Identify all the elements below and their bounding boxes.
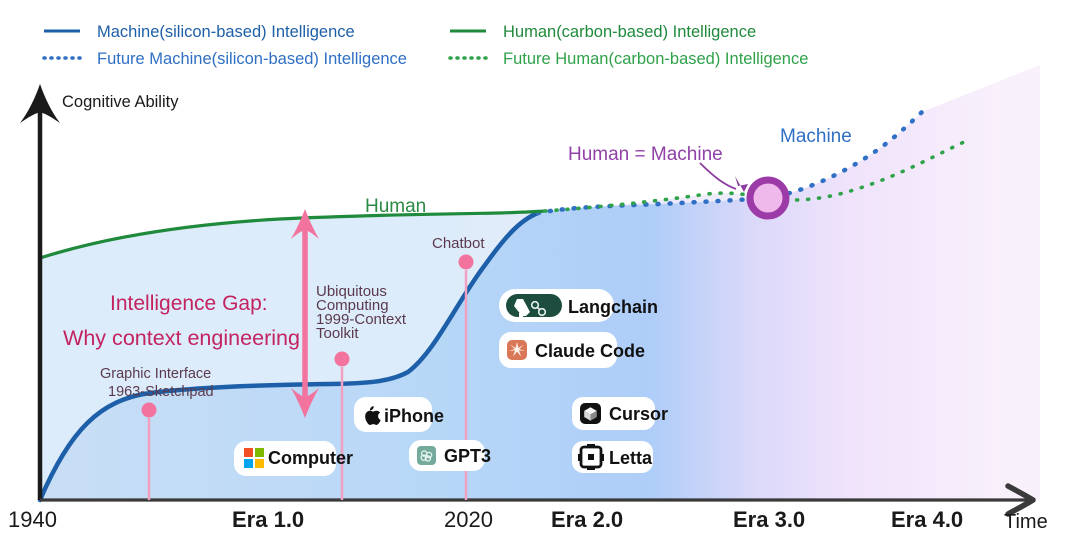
svg-text:Graphic Interface: Graphic Interface xyxy=(100,366,211,382)
svg-text:Era 2.0: Era 2.0 xyxy=(551,507,623,532)
svg-text:1940: 1940 xyxy=(8,507,57,532)
svg-text:Human = Machine: Human = Machine xyxy=(568,144,723,165)
svg-text:Computer: Computer xyxy=(268,448,353,468)
svg-text:Langchain: Langchain xyxy=(568,297,658,317)
svg-text:Machine(silicon-based) Intelli: Machine(silicon-based) Intelligence xyxy=(97,23,355,41)
svg-text:Chatbot: Chatbot xyxy=(432,235,485,252)
svg-text:Era 3.0: Era 3.0 xyxy=(733,507,805,532)
svg-text:Claude Code: Claude Code xyxy=(535,341,645,361)
svg-text:Letta: Letta xyxy=(609,448,653,468)
svg-text:Machine: Machine xyxy=(780,126,852,147)
svg-text:Intelligence Gap:: Intelligence Gap: xyxy=(110,292,268,315)
svg-text:Future Human(carbon-based) Int: Future Human(carbon-based) Intelligence xyxy=(503,50,808,68)
svg-text:Why context engineering: Why context engineering xyxy=(63,327,300,350)
svg-text:Era 4.0: Era 4.0 xyxy=(891,507,963,532)
svg-text:Era 1.0: Era 1.0 xyxy=(232,507,304,532)
svg-text:2020: 2020 xyxy=(444,507,493,532)
svg-text:Cognitive Ability: Cognitive Ability xyxy=(62,93,179,111)
svg-text:1963-Sketchpad: 1963-Sketchpad xyxy=(108,384,214,400)
svg-text:iPhone: iPhone xyxy=(384,406,444,426)
svg-text:Time: Time xyxy=(1004,511,1048,533)
svg-text:Human: Human xyxy=(365,196,426,217)
svg-text:Human(carbon-based) Intelligen: Human(carbon-based) Intelligence xyxy=(503,23,756,41)
svg-text:Future Machine(silicon-based): Future Machine(silicon-based) Intelligen… xyxy=(97,50,407,68)
svg-text:GPT3: GPT3 xyxy=(444,446,491,466)
svg-text:Cursor: Cursor xyxy=(609,404,668,424)
svg-text:Toolkit: Toolkit xyxy=(316,325,359,342)
